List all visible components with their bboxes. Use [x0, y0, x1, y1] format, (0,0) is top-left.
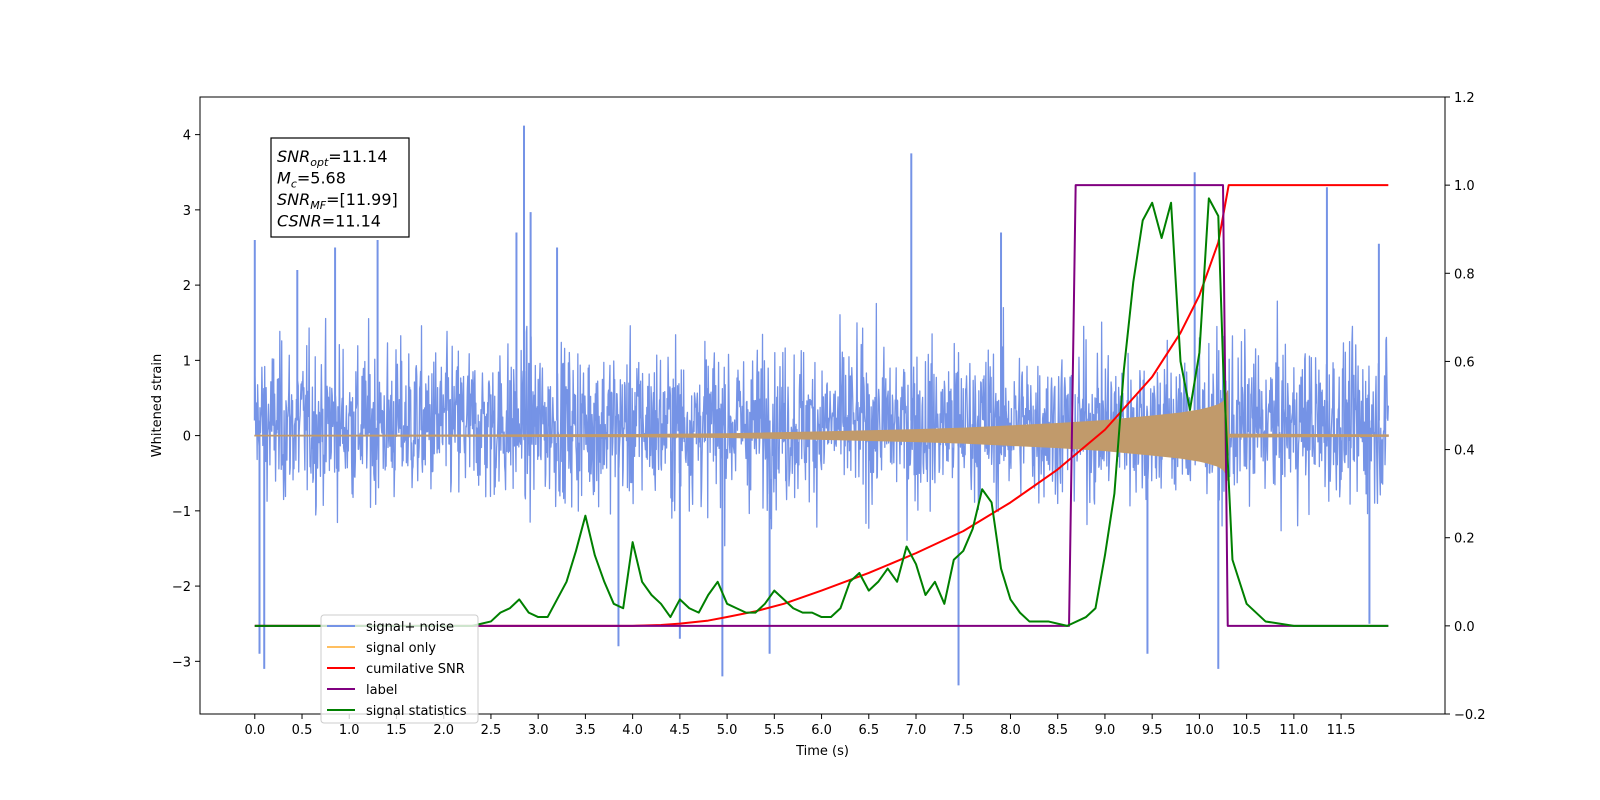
y-axis-label: Whitened strain — [150, 354, 165, 457]
y-tick-label: −3 — [172, 655, 191, 670]
plot-frame — [199, 96, 1446, 715]
x-tick-label: 0.5 — [292, 723, 313, 738]
x-tick-label: 8.5 — [1047, 723, 1068, 738]
right-y-tick-label: 0.4 — [1454, 444, 1475, 459]
y-tick-label: 3 — [183, 204, 191, 219]
annotation-line: SNRMF=[11.99] — [277, 190, 398, 212]
right-y-tick-label: 0.2 — [1454, 532, 1475, 547]
series-layer — [254, 184, 1389, 627]
x-tick-label: 0.0 — [244, 723, 265, 738]
x-tick-label: 5.0 — [717, 723, 738, 738]
x-tick-label: 9.0 — [1095, 723, 1116, 738]
y-tick-label: 2 — [183, 279, 191, 294]
signal-noise-layer — [253, 125, 1389, 686]
legend-frame — [320, 614, 479, 724]
x-tick-label: 10.0 — [1185, 723, 1214, 738]
x-tick-label: 7.5 — [953, 723, 974, 738]
y-tick-label: −2 — [172, 580, 191, 595]
annotation-line: CSNR=11.14 — [277, 212, 381, 231]
x-tick-label: 1.5 — [386, 723, 407, 738]
legend-label: signal statistics — [366, 704, 467, 719]
annotation-frame — [270, 137, 410, 238]
legend: signal+ noise signal only cumilative SNR la… — [320, 614, 479, 724]
x-tick-label: 11.5 — [1327, 723, 1356, 738]
label-line — [254, 184, 1389, 627]
x-axis-label: Time (s) — [795, 744, 849, 759]
cumulative-snr-line — [254, 184, 1389, 627]
x-tick-label: 1.0 — [339, 723, 360, 738]
right-y-tick-label: 1.0 — [1454, 179, 1475, 194]
legend-label: signal+ noise — [366, 620, 454, 635]
x-tick-label: 5.5 — [764, 723, 785, 738]
x-tick-label: 2.5 — [481, 723, 502, 738]
x-tick-label: 10.5 — [1232, 723, 1261, 738]
signal-statistics-line — [254, 197, 1389, 627]
right-y-tick-label: −0.2 — [1454, 708, 1486, 723]
y-tick-label: 1 — [183, 354, 191, 369]
x-tick-label: 3.5 — [575, 723, 596, 738]
legend-label: label — [366, 683, 397, 698]
y-tick-label: 0 — [183, 430, 191, 445]
annotation-box: SNRopt=11.14Mc=5.68SNRMF=[11.99]CSNR=11.… — [270, 137, 410, 238]
axes-layer: 0.0 0.5 1.0 1.5 2.0 2.5 3.0 3.5 4.0 4.5 5.0 5.5 6.0 6… — [150, 91, 1486, 759]
x-tick-label: 6.5 — [858, 723, 879, 738]
x-tick-label: 9.5 — [1142, 723, 1163, 738]
right-y-tick-label: 0.8 — [1454, 267, 1475, 282]
x-tick-label: 3.0 — [528, 723, 549, 738]
annotation-line: SNRopt=11.14 — [277, 147, 388, 169]
right-y-tick-label: 0.6 — [1454, 355, 1475, 370]
x-tick-label: 6.0 — [811, 723, 832, 738]
x-tick-label: 4.0 — [622, 723, 643, 738]
right-y-tick-label: 0.0 — [1454, 620, 1475, 635]
legend-label: signal only — [366, 641, 436, 656]
y-tick-label: −1 — [172, 505, 191, 520]
x-tick-label: 2.0 — [433, 723, 454, 738]
x-tick-label: 7.0 — [906, 723, 927, 738]
y-tick-label: 4 — [183, 129, 191, 144]
legend-label: cumilative SNR — [366, 662, 465, 677]
x-tick-label: 4.5 — [670, 723, 691, 738]
x-tick-label: 8.0 — [1000, 723, 1021, 738]
x-tick-label: 11.0 — [1279, 723, 1308, 738]
signal-only-waveform — [254, 390, 1389, 481]
right-y-tick-label: 1.2 — [1454, 91, 1475, 106]
annotation-line: Mc=5.68 — [277, 169, 346, 191]
